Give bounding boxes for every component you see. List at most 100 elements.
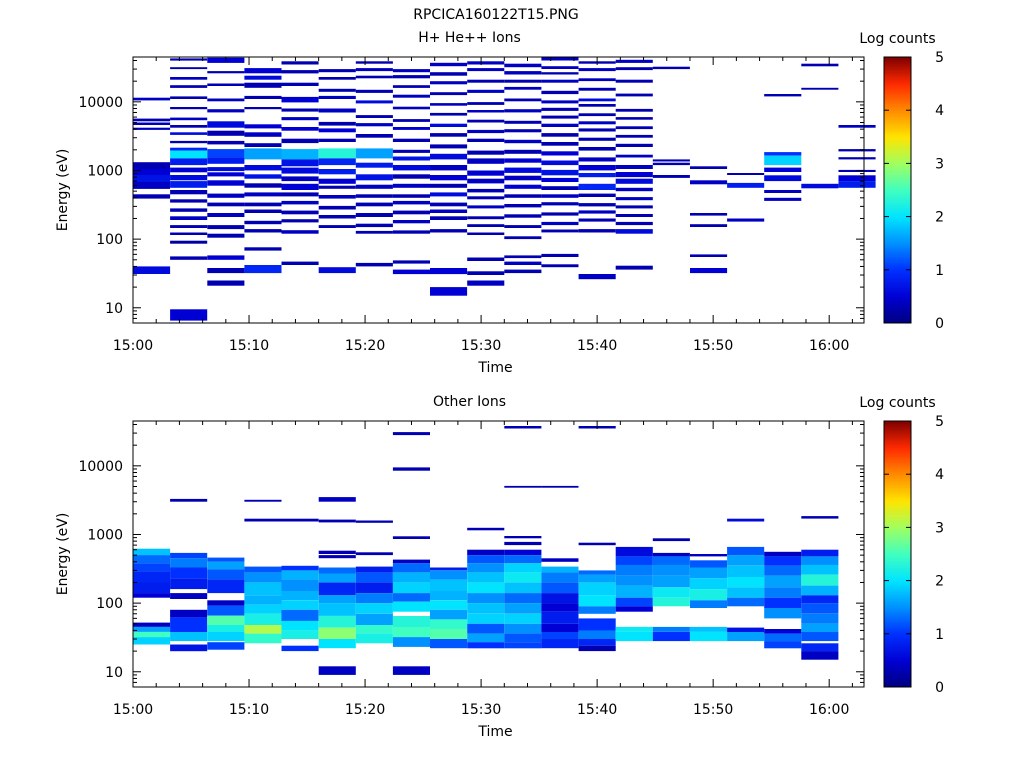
heatmap-cell	[504, 204, 542, 208]
heatmap-cell	[541, 57, 579, 61]
colorbar-band	[884, 196, 911, 200]
heatmap-cell	[504, 633, 542, 643]
colorbar-band	[884, 139, 911, 142]
heatmap-cell	[281, 630, 319, 639]
heatmap-cell	[615, 108, 653, 112]
heatmap-cell	[504, 255, 542, 259]
colorbar-band	[884, 183, 911, 187]
heatmap-cell	[281, 176, 319, 182]
heatmap-cell	[318, 77, 356, 80]
colorbar-band	[884, 642, 911, 646]
heatmap-cell	[170, 593, 208, 599]
heatmap-cell	[578, 203, 616, 207]
colorbar-band	[884, 272, 911, 275]
heatmap-cell	[430, 579, 468, 591]
heatmap-cell	[133, 194, 171, 199]
heatmap-cell	[727, 546, 765, 556]
x-axis-label: Time	[477, 724, 512, 740]
heatmap-cell	[244, 148, 282, 160]
heatmap-cell	[430, 570, 468, 580]
heatmap-cell	[133, 169, 171, 175]
heatmap-cell	[764, 587, 802, 598]
heatmap-cell	[133, 563, 171, 572]
colorbar-band	[884, 531, 911, 535]
colorbar-band	[884, 172, 911, 175]
colorbar-band	[884, 274, 911, 277]
colorbar-tick-label: 0	[935, 316, 944, 332]
heatmap-cell	[244, 625, 282, 634]
heatmap-cell	[690, 166, 728, 169]
heatmap-cell	[170, 309, 208, 321]
heatmap-cells	[133, 57, 876, 321]
colorbar-band	[884, 567, 911, 571]
heatmap-cell	[467, 129, 505, 134]
heatmap-cell	[504, 269, 542, 274]
colorbar-band	[884, 440, 911, 444]
colorbar-band	[884, 476, 911, 480]
colorbar-band	[884, 74, 911, 78]
colorbar-band	[884, 99, 911, 102]
colorbar-band	[884, 503, 911, 506]
heatmap-cell	[392, 174, 430, 179]
heatmap-cell	[244, 633, 282, 644]
y-tick-label: 10	[105, 301, 123, 317]
heatmap-cell	[318, 148, 356, 159]
colorbar-band	[884, 247, 911, 251]
heatmap-cell	[467, 623, 505, 634]
heatmap-cell	[244, 518, 282, 522]
heatmap-cell	[578, 173, 616, 178]
heatmap-cell	[690, 180, 728, 185]
heatmap-cell	[467, 102, 505, 105]
heatmap-cell	[801, 603, 839, 614]
heatmap-cell	[467, 633, 505, 643]
colorbar-band	[884, 436, 911, 440]
heatmap-cell	[615, 632, 653, 642]
heatmap-cell	[281, 108, 319, 112]
heatmap-cell	[207, 255, 245, 260]
heatmap-cell	[170, 644, 208, 652]
heatmap-cell	[355, 213, 393, 217]
heatmap-cell	[541, 202, 579, 206]
heatmap-cell	[207, 98, 245, 102]
figure-title: RPCICA160122T15.PNG	[413, 7, 578, 23]
colorbar-tick-label: 2	[935, 210, 944, 226]
heatmap-cell	[690, 589, 728, 601]
colorbar-band	[884, 554, 911, 557]
heatmap-cell	[392, 94, 430, 98]
heatmap-cell	[541, 566, 579, 573]
heatmap-cell	[541, 177, 579, 182]
heatmap-cell	[355, 633, 393, 644]
heatmap-cell	[318, 69, 356, 73]
colorbar-band	[884, 254, 911, 257]
colorbar-band	[884, 655, 911, 659]
colorbar-band	[884, 578, 911, 582]
colorbar-band	[884, 483, 911, 486]
heatmap-cell	[541, 123, 579, 127]
colorbar-band	[884, 263, 911, 266]
heatmap-cell	[281, 600, 319, 610]
heatmap-cell	[170, 225, 208, 228]
heatmap-cell	[615, 154, 653, 158]
colorbar-band	[884, 238, 911, 242]
colorbar-band	[884, 276, 911, 280]
heatmap-cell	[801, 651, 839, 660]
colorbar-band	[884, 509, 911, 513]
colorbar-band	[884, 232, 911, 235]
colorbar-band	[884, 498, 911, 502]
heatmap-cell	[318, 666, 356, 675]
colorbar-band	[884, 314, 911, 317]
colorbar-band	[884, 487, 911, 491]
y-tick-label: 100	[96, 596, 123, 612]
heatmap-cell	[170, 167, 208, 173]
colorbar-band	[884, 227, 911, 231]
x-tick-label: 15:10	[229, 702, 269, 718]
heatmap-cell	[578, 606, 616, 614]
heatmap-cell	[467, 119, 505, 123]
plot-frame	[132, 420, 865, 688]
colorbar-band	[884, 644, 911, 648]
heatmap-cell	[690, 578, 728, 590]
heatmap-cell	[541, 90, 579, 95]
heatmap-cell	[652, 587, 690, 598]
heatmap-cell	[170, 567, 208, 579]
heatmap-cell	[244, 265, 282, 274]
